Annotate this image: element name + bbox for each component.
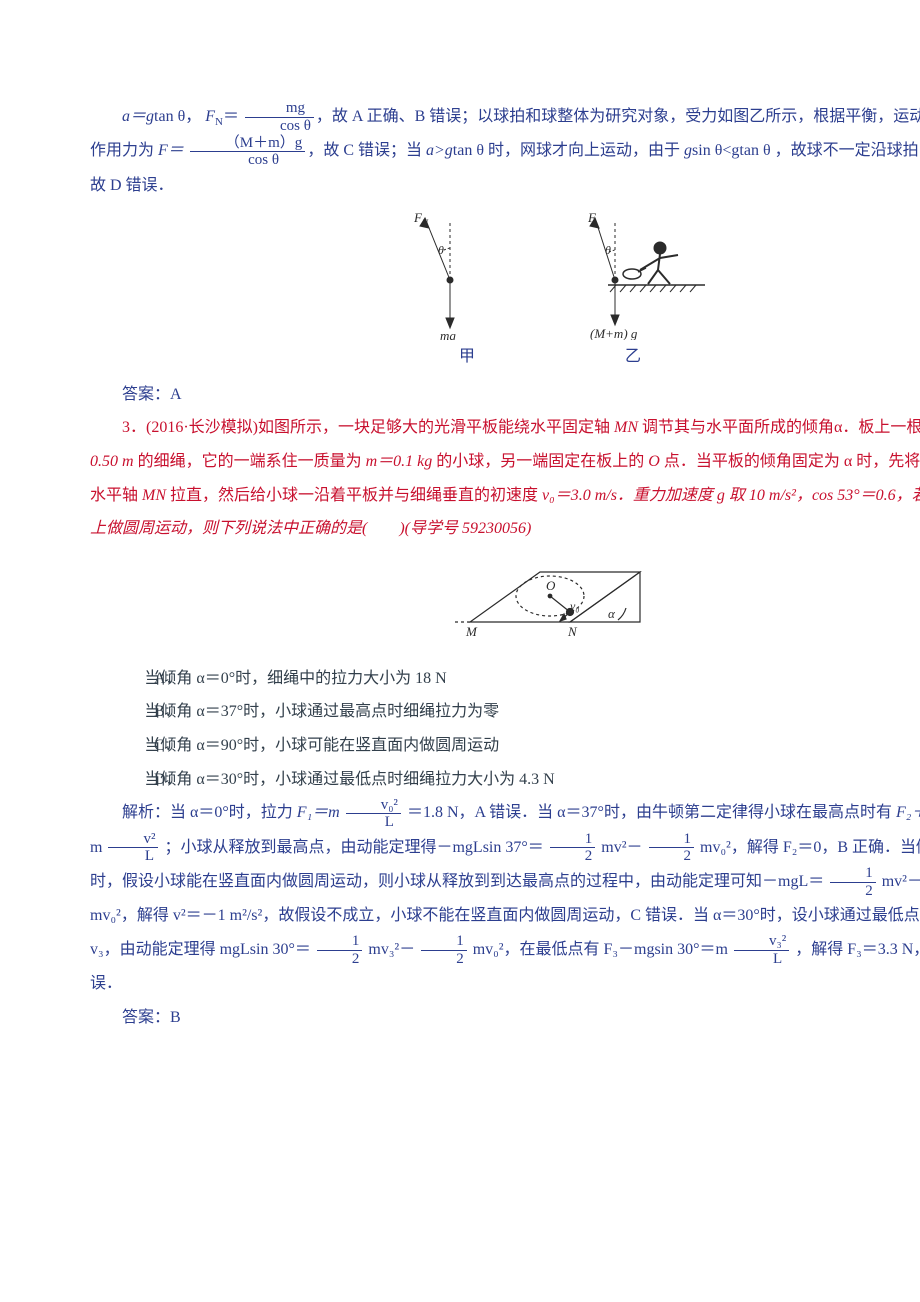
svg-text:v₀: v₀ xyxy=(570,599,580,613)
fraction-half-3: 1 2 xyxy=(828,865,878,899)
numerator: v₀² xyxy=(346,797,401,815)
solution-2-continuation: a＝gtan θ， FN＝ mg cos θ ，故 A 正确、B 错误；以球拍和… xyxy=(90,100,920,202)
text: tan θ， xyxy=(154,108,201,125)
figure-yi: F θ (M+m) g xyxy=(550,210,710,340)
question-3-stem: 3．(2016·长沙模拟)如图所示，一块足够大的光滑平板能绕水平固定轴 MN 调… xyxy=(90,411,920,545)
numerator: 1 xyxy=(317,933,363,951)
svg-text:FN: FN xyxy=(413,210,429,228)
text: F xyxy=(205,108,215,125)
figure-inclined-board: O v₀ M N α xyxy=(440,552,660,652)
fraction-half-6: 1 2 xyxy=(419,933,469,967)
text: 的小球，另一端固定在板上的 xyxy=(436,453,644,470)
text: mv²－ xyxy=(601,839,642,856)
text: g xyxy=(684,142,692,159)
label-jia: 甲 xyxy=(459,340,475,374)
text: ＝1.8 N，A 错误．当 α＝37°时，由牛顿第二定律得小球在最高点时有 xyxy=(407,804,896,821)
numerator: 1 xyxy=(550,831,596,849)
text: ；小球从释放到最高点，由动能定理得－mgL xyxy=(164,839,482,856)
option-A-text: 当倾角 α＝0°时，细绳中的拉力大小为 18 N xyxy=(144,670,446,687)
text: m＝0.1 kg xyxy=(362,453,437,470)
text: sin 37°＝ xyxy=(483,839,544,856)
text: 解析：当 α＝0°时，拉力 xyxy=(122,804,297,821)
denominator: 2 xyxy=(317,951,363,968)
svg-text:α: α xyxy=(608,606,616,621)
fraction-half-1: 1 2 xyxy=(548,831,598,865)
text: N xyxy=(215,116,223,128)
denominator: L xyxy=(346,814,401,831)
svg-text:θ: θ xyxy=(605,243,611,257)
option-B: B．当倾角 α＝37°时，小球通过最高点时细绳拉力为零 xyxy=(90,695,920,729)
denominator: 2 xyxy=(830,883,876,900)
text: 时，网球才向上运动，由于 xyxy=(488,142,684,159)
text: mv₀²，在最低点有 F₃－mg xyxy=(473,941,655,958)
numerator: 1 xyxy=(830,865,876,883)
solution-3: 解析：当 α＝0°时，拉力 F₁＝m v₀² L ＝1.8 N，A 错误．当 α… xyxy=(90,796,920,1001)
text: MN xyxy=(610,419,642,436)
figure-1-labels: 甲 乙 xyxy=(90,340,920,374)
fraction-half-5: 1 2 xyxy=(315,933,365,967)
svg-text:F: F xyxy=(587,210,597,225)
fraction-Mm-costheta: （M＋m）g cos θ xyxy=(188,135,308,169)
numerator: v₃² xyxy=(734,933,789,951)
svg-text:mg: mg xyxy=(440,328,456,340)
option-B-text: 当倾角 α＝37°时，小球通过最高点时细绳拉力为零 xyxy=(144,703,499,720)
text: sin 30°＝m xyxy=(654,941,728,958)
numerator: v² xyxy=(108,831,158,849)
text: O xyxy=(644,453,664,470)
answer-3: 答案：B xyxy=(90,1001,920,1035)
text: ＝ xyxy=(223,108,239,125)
text: a>g xyxy=(426,142,453,159)
option-C-text: 当倾角 α＝90°时，小球可能在竖直面内做圆周运动 xyxy=(144,737,499,754)
denominator: cos θ xyxy=(190,152,306,169)
text: ，故 C 错误；当 xyxy=(307,142,426,159)
denominator: 2 xyxy=(649,848,695,865)
text: tan θ xyxy=(453,142,484,159)
denominator: 2 xyxy=(550,848,596,865)
text: F＝ xyxy=(158,142,184,159)
svg-text:θ: θ xyxy=(438,243,444,257)
text: mv₃²－ xyxy=(368,941,415,958)
denominator: L xyxy=(108,848,158,865)
option-D-text: 当倾角 α＝30°时，小球通过最低点时细绳拉力大小为 4.3 N xyxy=(144,771,554,788)
text: 的细绳，它的一端系住一质量为 xyxy=(138,453,362,470)
svg-text:M: M xyxy=(465,624,478,639)
text: 拉直，然后给小球一沿着平板并与细绳垂直的初速度 xyxy=(170,487,538,504)
denominator: cos θ xyxy=(245,118,314,135)
numerator: （M＋m）g xyxy=(190,135,306,153)
text: tan θ xyxy=(739,142,770,159)
figure-row-1: FN θ mg xyxy=(90,210,920,340)
fraction-half-2: 1 2 xyxy=(647,831,697,865)
option-C: C．当倾角 α＝90°时，小球可能在竖直面内做圆周运动 xyxy=(90,729,920,763)
numerator: 1 xyxy=(649,831,695,849)
svg-text:(M+m) g: (M+m) g xyxy=(590,326,638,340)
option-A: A．当倾角 α＝0°时，细绳中的拉力大小为 18 N xyxy=(90,662,920,696)
text: 调节其与水平面所成的倾角α．板上一根长为 xyxy=(642,419,920,436)
numerator: mg xyxy=(245,100,314,118)
numerator: 1 xyxy=(421,933,467,951)
text: F₁＝m xyxy=(297,804,340,821)
text: F₂＋mg xyxy=(896,804,920,821)
denominator: L xyxy=(734,951,789,968)
figure-jia: FN θ mg xyxy=(390,210,510,340)
denominator: 2 xyxy=(421,951,467,968)
answer-2: 答案：A xyxy=(90,378,920,412)
text: a＝g xyxy=(122,108,154,125)
fraction-mg-costheta: mg cos θ xyxy=(243,100,316,134)
fraction-v2-L: v² L xyxy=(106,831,160,865)
label-yi: 乙 xyxy=(625,340,641,374)
svg-text:N: N xyxy=(567,624,578,639)
fraction-v3-L: v₃² L xyxy=(732,933,791,967)
svg-text:O: O xyxy=(546,578,556,593)
option-D: D．当倾角 α＝30°时，小球通过最低点时细绳拉力大小为 4.3 N xyxy=(90,763,920,797)
text: MN xyxy=(138,487,170,504)
text: 3．(2016·长沙模拟)如图所示，一块足够大的光滑平板能绕水平固定轴 xyxy=(122,419,610,436)
text: sin θ<g xyxy=(692,142,739,159)
fraction-v0-L: v₀² L xyxy=(344,797,403,831)
text: mv²－ xyxy=(882,873,920,890)
